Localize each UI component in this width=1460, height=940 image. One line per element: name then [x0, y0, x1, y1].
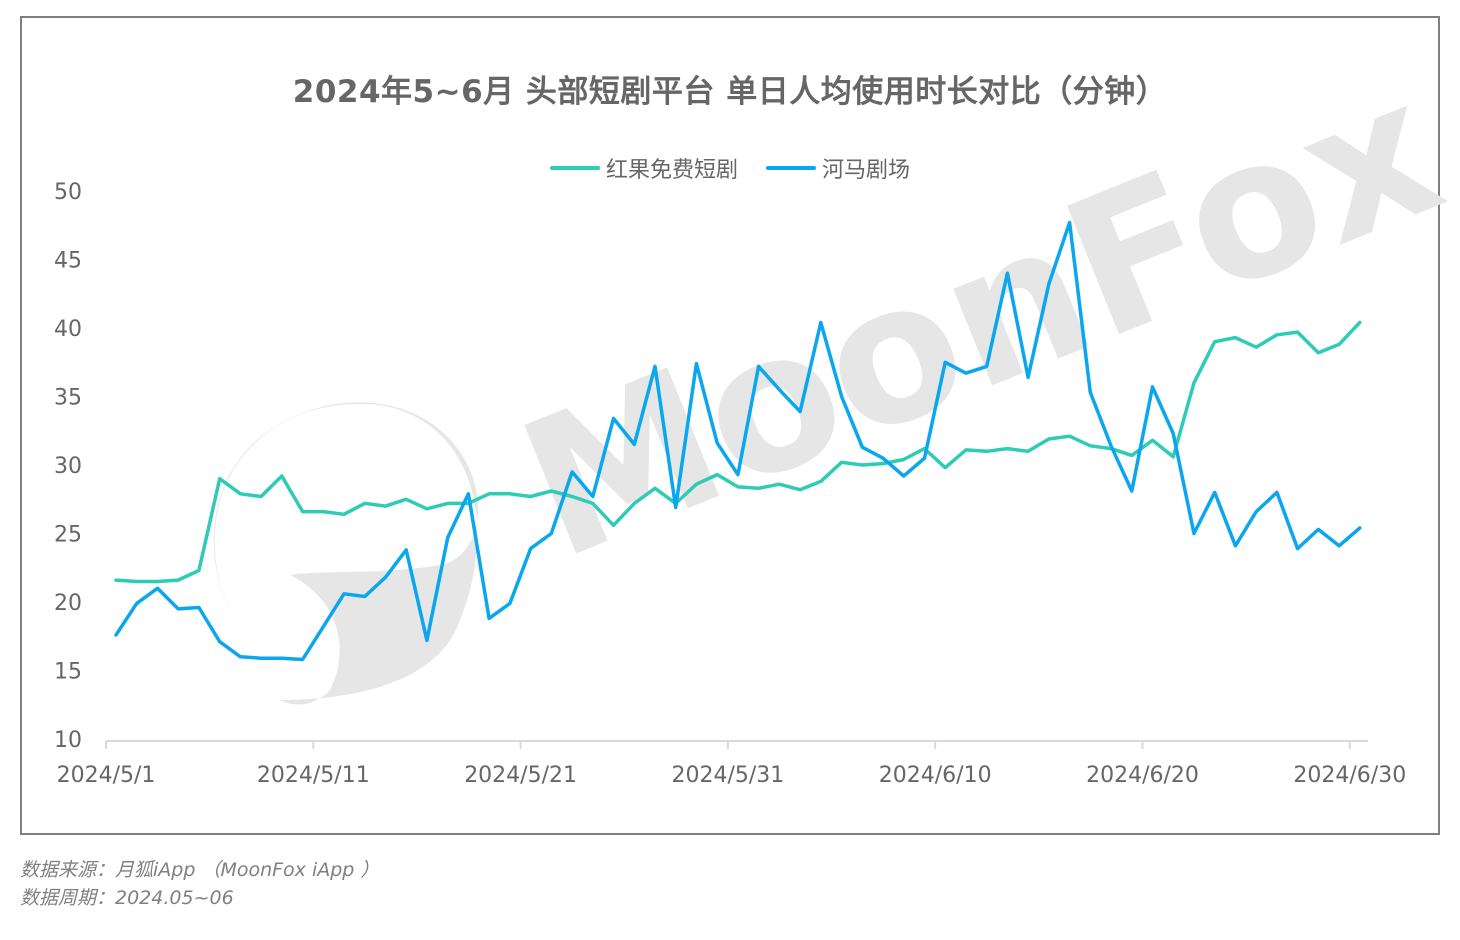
- y-tick-label: 15: [54, 660, 82, 685]
- y-tick-label: 45: [54, 249, 82, 274]
- data-period: 数据周期：2024.05~06: [20, 887, 234, 909]
- x-axis: 2024/5/1 2024/5/11 2024/5/21 2024/5/31 2024/…: [57, 740, 1406, 788]
- x-tick-label: 2024/5/21: [464, 763, 577, 788]
- x-tick-label: 2024/6/30: [1293, 763, 1406, 788]
- chart-frame: [20, 16, 1440, 835]
- series-line-hema: [114, 220, 1362, 662]
- y-tick-label: 25: [54, 523, 82, 548]
- x-tick-label: 2024/6/10: [879, 763, 992, 788]
- legend-label-hongguo: 红果免费短剧: [605, 158, 738, 183]
- x-tick-label: 2024/5/1: [57, 763, 156, 788]
- y-tick-label: 30: [54, 454, 82, 479]
- series-lines: [114, 220, 1362, 662]
- y-tick-label: 40: [54, 317, 82, 342]
- legend-swatch-hongguo: [549, 166, 600, 170]
- x-tick-label: 2024/5/31: [671, 763, 784, 788]
- y-axis: 10 15 20 25 30 35 40 45 50: [54, 180, 82, 753]
- legend-item-hema[interactable]: 河马剧场: [766, 152, 910, 184]
- legend-swatch-hema: [766, 166, 816, 170]
- y-tick-label: 20: [54, 591, 82, 616]
- watermark-text: MoonFox: [494, 37, 1460, 602]
- moonfox-watermark: MoonFox: [213, 37, 1460, 705]
- x-tick-label: 2024/6/20: [1086, 763, 1199, 788]
- series-line-hongguo: [114, 320, 1362, 584]
- legend-item-hongguo[interactable]: 红果免费短剧: [549, 152, 738, 184]
- chart-legend: 红果免费短剧 河马剧场: [0, 152, 1460, 184]
- data-source: 数据来源：月狐iApp （MoonFox iApp ）: [20, 859, 380, 881]
- y-tick-label: 50: [54, 180, 82, 205]
- moonfox-logo-icon: [213, 402, 479, 705]
- y-tick-label: 35: [54, 386, 82, 411]
- legend-label-hema: 河马剧场: [822, 158, 911, 183]
- x-tick-label: 2024/5/11: [257, 763, 370, 788]
- chart-title: 2024年5~6月 头部短剧平台 单日人均使用时长对比（分钟）: [292, 74, 1168, 110]
- footer-notes: 数据来源：月狐iApp （MoonFox iApp ） 数据周期：2024.05…: [20, 856, 379, 912]
- y-tick-label: 10: [54, 728, 82, 753]
